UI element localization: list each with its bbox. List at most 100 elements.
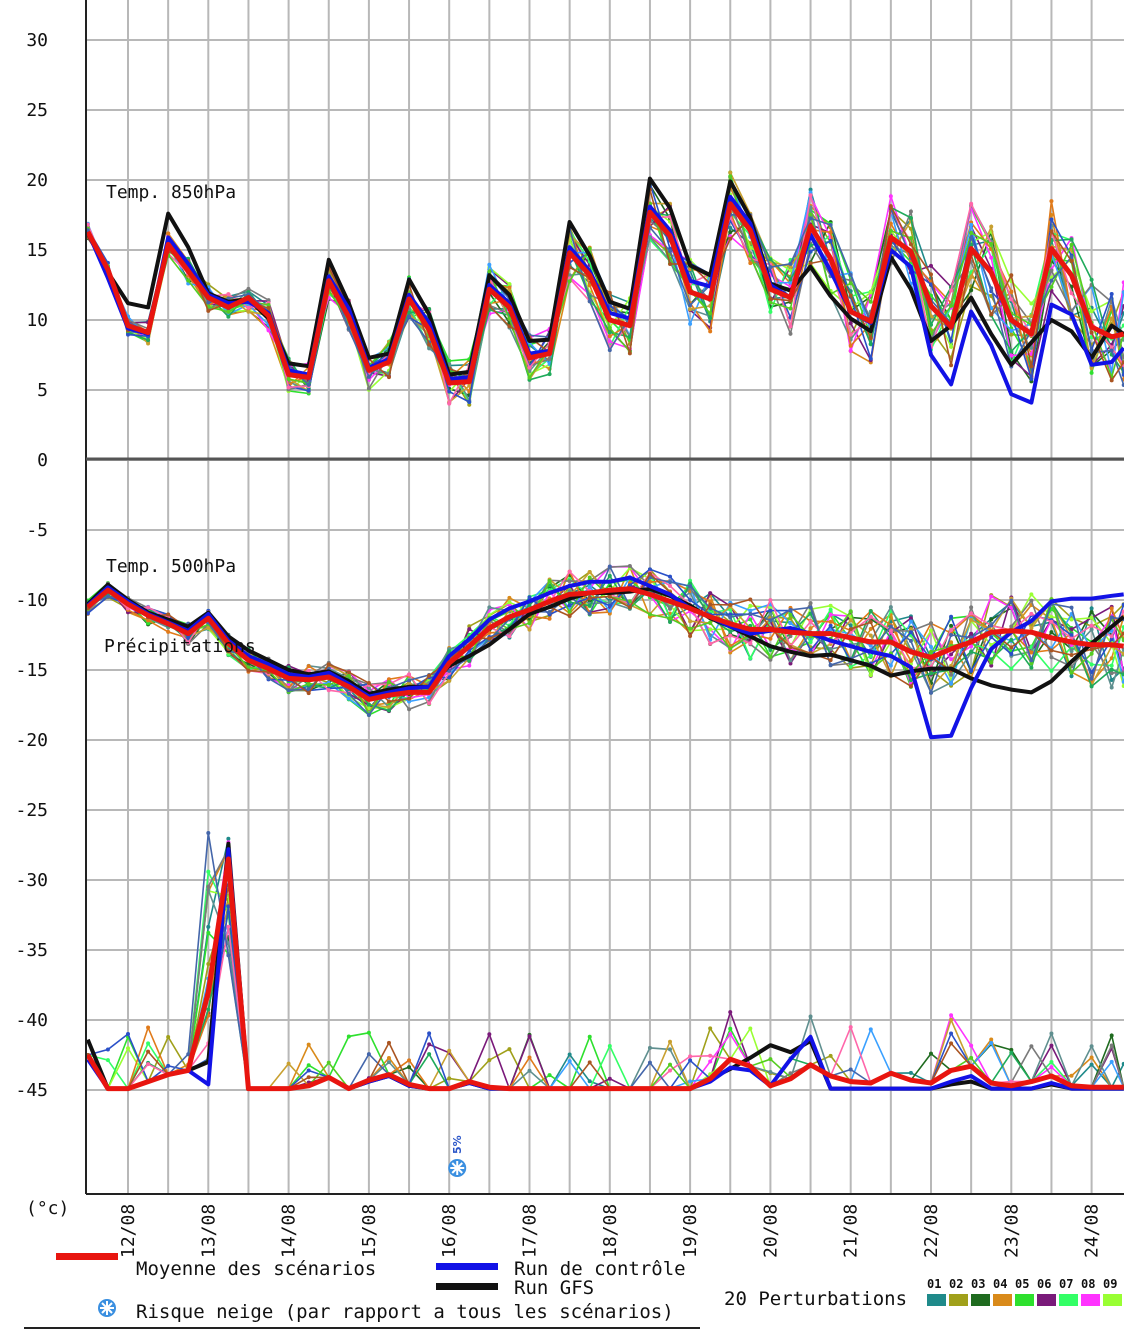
perturbation-point [748,253,753,258]
perturbation-point [467,399,472,404]
perturbation-point [447,1048,452,1053]
perturbation-point [507,285,512,290]
perturbation-point [607,1043,612,1048]
y-axis-ticks: 30 25 20 15 10 5 0 -5 -10 -15 -20 -25 -30 -35 -40 -45 [15,30,48,1101]
perturbation-point [668,249,673,254]
perturbation-point [888,663,893,668]
perturbation-point [949,1031,954,1036]
perturbation-point [527,375,532,380]
perturbation-point [828,619,833,624]
perturbation-point [1049,268,1054,273]
perturbation-point [1121,602,1124,607]
perturbation-point [868,620,873,625]
perturbation-point [607,608,612,613]
gfs-line-t500 [86,582,1124,696]
perturbation-point [1069,649,1074,654]
snow-risk-icon [448,1159,467,1177]
perturbation-point [487,605,492,610]
perturbation-point [386,1060,391,1065]
perturbation-point [346,326,351,331]
perturbation-swatch [927,1294,946,1306]
snowflake-strokes [450,1161,465,1175]
perturbation-point [206,961,211,966]
perturbation-point [688,619,693,624]
legend-label-control: Run de contrôle [514,1258,686,1280]
perturbation-point [989,255,994,260]
perturbation-point [688,1079,693,1084]
perturbation-point [467,663,472,668]
y-tick-label: 5 [37,380,48,401]
perturbation-point [949,303,954,308]
perturbation-point [1069,627,1074,632]
perturbation-number: 02 [949,1277,963,1291]
perturbation-point [266,328,271,333]
perturbation-point [768,300,773,305]
perturbation-point [828,612,833,617]
perturbation-point [306,1063,311,1068]
perturbation-point [908,619,913,624]
perturbation-point [447,675,452,680]
perturbation-point [1029,345,1034,350]
perturbation-point [1029,376,1034,381]
perturbation-point [1121,651,1124,656]
perturbation-number: 04 [993,1277,1007,1291]
perturbation-point [346,673,351,678]
perturbation-point [507,595,512,600]
perturbation-point [1109,678,1114,683]
y-tick-label: -45 [15,1080,48,1101]
perturbation-point [1089,662,1094,667]
perturbation-point [547,372,552,377]
y-tick-label: -30 [15,870,48,891]
perturbation-point [386,705,391,710]
perturbation-point [949,344,954,349]
perturbation-point [567,614,572,619]
perturbation-point [969,1043,974,1048]
perturbation-point [848,272,853,277]
perturbation-point [226,314,231,319]
control-line-t500 [86,575,1124,740]
perturbation-point [848,348,853,353]
perturbation-point [808,243,813,248]
perturbation-point [487,612,492,617]
perturbation-point [969,631,974,636]
perturbation-point [888,605,893,610]
perturbation-point [949,288,954,293]
perturbation-point [748,608,753,613]
perturbation-point [748,611,753,616]
perturbation-point [708,620,713,625]
perturbation-point [1089,330,1094,335]
y-tick-label: -25 [15,800,48,821]
perturbation-point [627,605,632,610]
perturbation-point [587,299,592,304]
perturbation-point [1009,645,1014,650]
perturbation-point [166,231,171,236]
perturbation-point [908,630,913,635]
perturbation-point [808,605,813,610]
perturbation-point [1049,217,1054,222]
perturbation-point [868,654,873,659]
perturbation-point [1089,309,1094,314]
perturbation-point [286,376,291,381]
perturbation-point [1069,617,1074,622]
perturbation-point [969,288,974,293]
perturbation-point [1109,345,1114,350]
perturbation-point [728,650,733,655]
perturbation-point [1109,316,1114,321]
perturbation-point [728,225,733,230]
perturbation-point [1009,651,1014,656]
perturbation-point [427,346,432,351]
perturbation-point [326,688,331,693]
perturbation-point [647,235,652,240]
perturbation-point [246,305,251,310]
legend-label-perturbations: 20 Perturbations [724,1288,907,1310]
perturbation-point [1049,229,1054,234]
y-tick-label: -15 [15,660,48,681]
axes [24,0,1124,1329]
perturbation-point [407,707,412,712]
perturbation-point [226,924,231,929]
x-tick-label: 17/08 [520,1204,541,1258]
perturbation-point [828,623,833,628]
perturbation-point [1109,1059,1114,1064]
perturbation-point [487,269,492,274]
perturbation-point [668,1062,673,1067]
